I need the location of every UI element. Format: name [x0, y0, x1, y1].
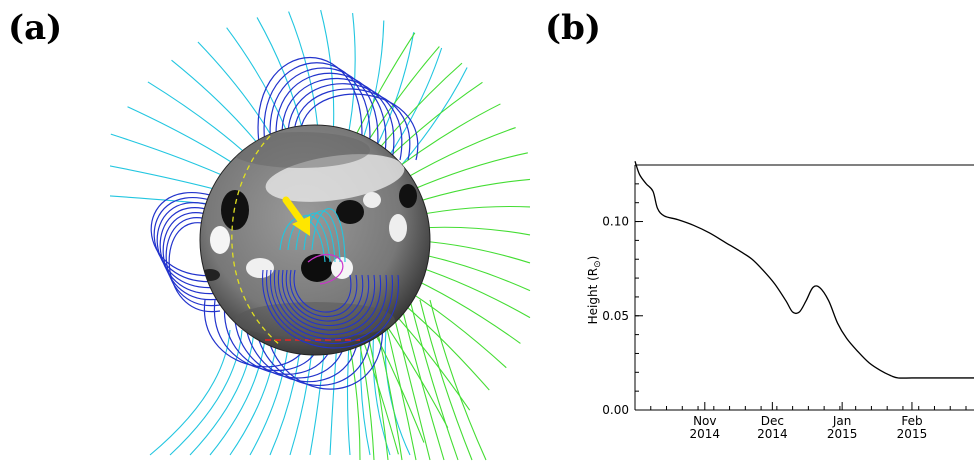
open-field-line	[384, 329, 411, 456]
y-tick-label: 0.05	[602, 309, 629, 323]
closed-loop	[165, 217, 221, 307]
closed-loop	[293, 88, 411, 161]
x-tick-label-year: 2015	[827, 427, 858, 441]
closed-loop	[257, 57, 363, 161]
series-layer	[634, 161, 974, 379]
closed-loop	[287, 83, 403, 161]
open-field-line	[359, 20, 385, 148]
closed-loop	[270, 269, 387, 340]
open-field-line	[429, 299, 487, 461]
closed-loop	[159, 207, 221, 295]
closed-loop	[299, 93, 419, 161]
closed-loop	[168, 222, 221, 313]
series-line-height	[634, 161, 974, 379]
open-field-line	[399, 299, 445, 461]
x-tick-label-year: 2014	[690, 427, 721, 441]
open-field-line	[393, 67, 468, 174]
open-field-line	[169, 329, 243, 456]
open-field-line	[147, 81, 252, 159]
open-field-line	[110, 165, 224, 192]
sun-field-illustration	[110, 9, 531, 461]
y-axis-ticks: 0.00 0.05 0.10	[602, 164, 643, 417]
closed-loop	[153, 197, 221, 283]
open-field-line	[110, 133, 232, 180]
solar-disk	[199, 124, 431, 356]
closed-loop	[266, 269, 393, 345]
plot-frame	[634, 164, 974, 411]
open-field-line	[372, 32, 415, 155]
x-tick-label-month: Nov	[693, 414, 716, 428]
open-field-line	[209, 329, 267, 456]
x-tick-label-year: 2014	[757, 427, 788, 441]
open-field-line	[149, 329, 231, 456]
y-tick-label: 0.10	[602, 215, 629, 229]
closed-loop	[150, 192, 221, 277]
panel-label-a: (a)	[8, 8, 63, 48]
closed-loop	[262, 269, 399, 349]
polarity-inversion-line	[307, 253, 344, 285]
open-field-line	[419, 299, 473, 461]
open-field-line	[389, 299, 431, 461]
closed-loop	[263, 62, 371, 161]
closed-loop	[289, 269, 358, 318]
open-field-line	[171, 59, 264, 151]
closed-loop	[273, 269, 382, 335]
closed-loop	[293, 269, 352, 313]
x-tick-label-month: Jan	[832, 414, 852, 428]
closed-loop	[156, 202, 221, 289]
closed-loop	[281, 269, 370, 326]
panel-label-b: (b)	[545, 8, 601, 48]
closed-loop	[275, 72, 387, 161]
y-axis-label: Height (R⊙)	[586, 256, 603, 325]
x-tick-label-month: Feb	[901, 414, 922, 428]
closed-loop	[277, 269, 376, 331]
closed-field-loops-blue	[150, 57, 419, 390]
x-tick-label-month: Dec	[761, 414, 784, 428]
open-field-line	[320, 9, 335, 139]
closed-loop	[243, 299, 360, 383]
height-time-chart: 0.000.050.10 Nov2014Dec2014Jan2015Feb201…	[586, 161, 974, 441]
open-field-line	[226, 27, 291, 140]
closed-loop	[162, 212, 221, 301]
x-tick-label-year: 2015	[897, 427, 928, 441]
open-field-line	[346, 13, 356, 142]
open-field-line	[288, 11, 320, 137]
closed-loop	[281, 77, 395, 161]
closed-loop	[269, 67, 379, 161]
open-field-line	[127, 106, 241, 169]
y-tick-label: 0.00	[602, 403, 629, 417]
open-field-line	[409, 299, 459, 461]
closed-loop	[311, 208, 346, 263]
closed-loop	[285, 269, 364, 322]
arrow-icon	[282, 196, 310, 236]
open-field-line	[256, 17, 305, 138]
equator-dashed-line	[231, 135, 281, 346]
